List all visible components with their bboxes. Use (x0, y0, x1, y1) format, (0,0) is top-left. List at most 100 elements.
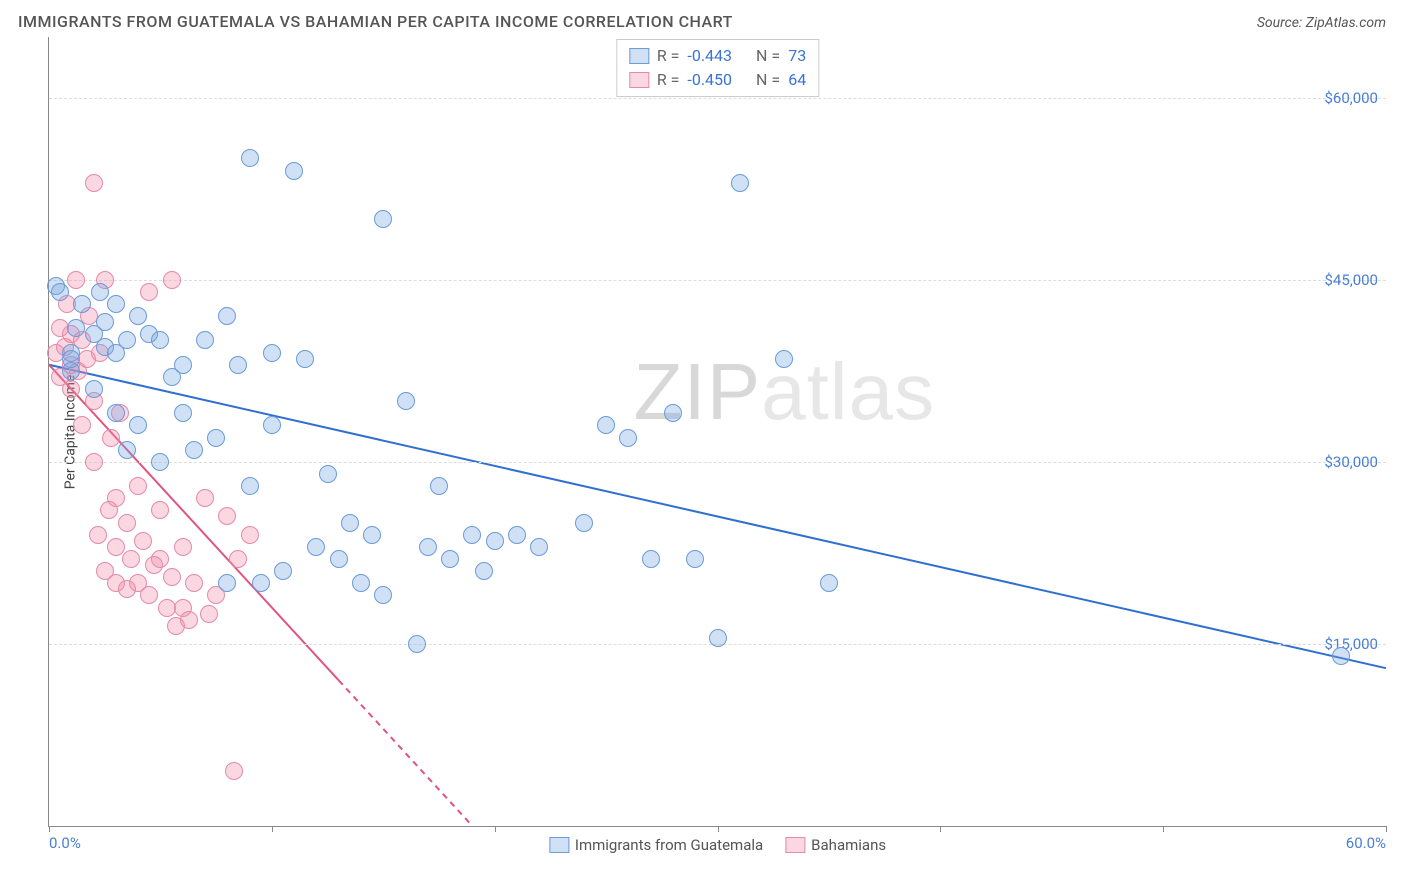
data-point (151, 331, 169, 349)
data-point (85, 453, 103, 471)
data-point (241, 526, 259, 544)
swatch-bahamians (629, 72, 649, 88)
plot-region: Per Capita Income ZIPatlas R = -0.443 N … (48, 37, 1386, 827)
data-point (686, 550, 704, 568)
data-point (140, 283, 158, 301)
swatch-guatemala (629, 48, 649, 64)
data-point (352, 574, 370, 592)
data-point (374, 586, 392, 604)
data-point (597, 416, 615, 434)
data-point (107, 538, 125, 556)
y-tick-label: $60,000 (1324, 89, 1378, 107)
data-point (664, 404, 682, 422)
stats-row-bahamians: R = -0.450 N = 64 (629, 68, 806, 92)
data-point (85, 380, 103, 398)
bottom-legend: Immigrants from Guatemala Bahamians (549, 836, 886, 854)
data-point (363, 526, 381, 544)
data-point (73, 295, 91, 313)
y-tick-label: $45,000 (1324, 271, 1378, 289)
data-point (263, 344, 281, 362)
data-point (408, 635, 426, 653)
gridline (49, 462, 1386, 463)
data-point (174, 404, 192, 422)
data-point (200, 605, 218, 623)
data-point (319, 465, 337, 483)
data-point (196, 331, 214, 349)
data-point (129, 307, 147, 325)
data-point (229, 550, 247, 568)
data-point (140, 586, 158, 604)
data-point (397, 392, 415, 410)
data-point (151, 453, 169, 471)
data-point (67, 319, 85, 337)
data-point (341, 514, 359, 532)
x-tick (495, 826, 496, 832)
gridline (49, 280, 1386, 281)
stats-row-guatemala: R = -0.443 N = 73 (629, 44, 806, 68)
x-axis-start-label: 0.0% (49, 834, 81, 852)
data-point (575, 514, 593, 532)
x-tick (940, 826, 941, 832)
legend-swatch-guatemala (549, 837, 569, 853)
data-point (642, 550, 660, 568)
data-point (229, 356, 247, 374)
data-point (419, 538, 437, 556)
data-point (134, 532, 152, 550)
x-tick (1386, 826, 1387, 832)
x-tick (1163, 826, 1164, 832)
data-point (174, 356, 192, 374)
data-point (151, 501, 169, 519)
data-point (163, 568, 181, 586)
data-point (118, 514, 136, 532)
data-point (775, 350, 793, 368)
data-point (185, 574, 203, 592)
data-point (1332, 647, 1350, 665)
source-credit: Source: ZipAtlas.com (1257, 15, 1386, 31)
legend-swatch-bahamians (785, 837, 805, 853)
data-point (263, 416, 281, 434)
y-tick-label: $15,000 (1324, 635, 1378, 653)
data-point (107, 489, 125, 507)
data-point (107, 295, 125, 313)
chart-title: IMMIGRANTS FROM GUATEMALA VS BAHAMIAN PE… (18, 12, 733, 31)
data-point (486, 532, 504, 550)
data-point (174, 538, 192, 556)
data-point (709, 629, 727, 647)
data-point (62, 380, 80, 398)
data-point (67, 271, 85, 289)
data-point (508, 526, 526, 544)
data-point (102, 429, 120, 447)
data-point (296, 350, 314, 368)
data-point (218, 307, 236, 325)
data-point (207, 429, 225, 447)
data-point (530, 538, 548, 556)
x-axis-end-label: 60.0% (1346, 834, 1386, 852)
data-point (330, 550, 348, 568)
data-point (129, 416, 147, 434)
gridline (49, 98, 1386, 99)
data-point (163, 271, 181, 289)
data-point (441, 550, 459, 568)
data-point (118, 441, 136, 459)
data-point (180, 611, 198, 629)
data-point (241, 477, 259, 495)
x-tick (718, 826, 719, 832)
data-point (91, 283, 109, 301)
data-point (122, 550, 140, 568)
data-point (619, 429, 637, 447)
chart-header: IMMIGRANTS FROM GUATEMALA VS BAHAMIAN PE… (0, 0, 1406, 37)
data-point (307, 538, 325, 556)
legend-item-guatemala: Immigrants from Guatemala (549, 836, 763, 854)
data-point (62, 350, 80, 368)
data-point (374, 210, 392, 228)
x-tick (272, 826, 273, 832)
y-tick-label: $30,000 (1324, 453, 1378, 471)
data-point (89, 526, 107, 544)
data-point (107, 404, 125, 422)
data-point (463, 526, 481, 544)
data-point (218, 574, 236, 592)
data-point (185, 441, 203, 459)
data-point (129, 477, 147, 495)
data-point (731, 174, 749, 192)
data-point (96, 313, 114, 331)
